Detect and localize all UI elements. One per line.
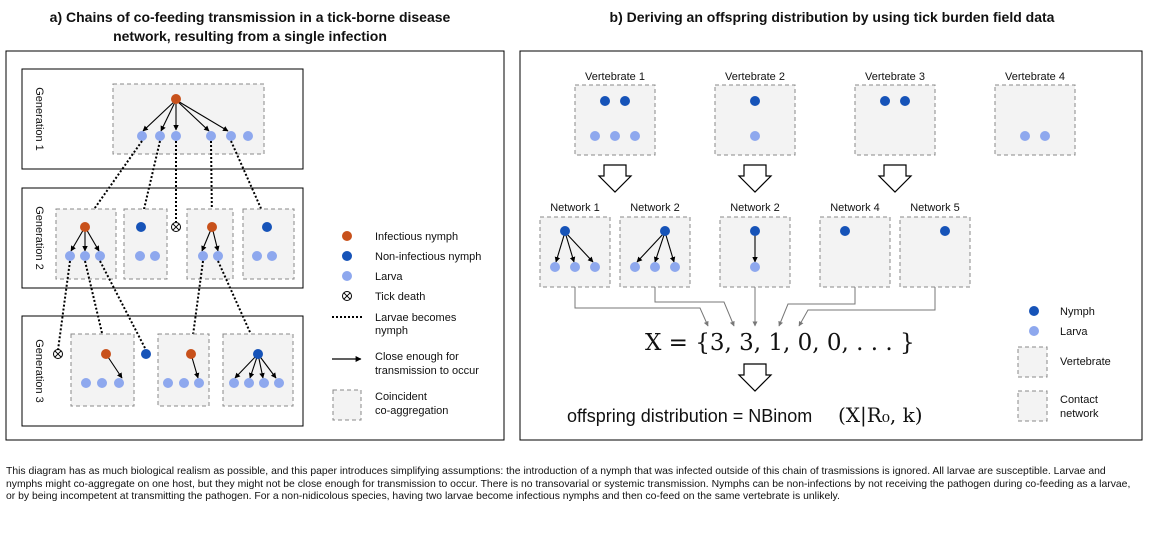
network-box [819, 216, 891, 288]
network-label: Network 1 [550, 202, 600, 214]
gen3-aggregation-box [222, 333, 294, 407]
gen3-non-infectious-nymph [253, 349, 263, 359]
network-box [619, 216, 691, 288]
legend-vertebrate-label: Vertebrate [1060, 356, 1111, 368]
offspring-equation: X = {3, 3, 1, 0, 0, . . . } [645, 330, 915, 356]
gen3-aggregation-box [157, 333, 210, 407]
panel-a-title-line1: a) Chains of co-feeding transmission in … [50, 9, 451, 25]
gen2-infectious-nymph [207, 222, 217, 232]
legend-tick-death-label: Tick death [375, 291, 425, 303]
network-label: Network 2 [630, 202, 680, 214]
legend-infectious-nymph-icon [342, 231, 352, 241]
legend-coincident-icon [332, 389, 362, 421]
panel-a-title-line2: network, resulting from a single infecti… [113, 28, 387, 44]
network-label: Network 5 [910, 202, 960, 214]
gen3-aggregation-box [70, 333, 135, 407]
larva-icon [226, 131, 236, 141]
legend-larva-label: Larva [375, 271, 403, 283]
generation-3-label: Generation 3 [33, 339, 45, 403]
legend-nymph-label: Nymph [1060, 306, 1095, 318]
down-arrow-icon [597, 164, 633, 193]
network-label: Network 2 [730, 202, 780, 214]
legend-infectious-nymph-label: Infectious nymph [375, 231, 458, 243]
legend-coincident-label-2: co-aggregation [375, 405, 448, 417]
legend-vertebrate-icon [1017, 346, 1048, 378]
down-arrow-icon [737, 363, 773, 392]
legend-close-label-1: Close enough for [375, 351, 459, 363]
vertebrate-2-box [714, 84, 796, 156]
gen2-aggregation-box [123, 208, 168, 280]
offspring-distribution-label: offspring distribution = NBinom [567, 406, 812, 426]
legend-non-infectious-nymph-icon [342, 251, 352, 261]
larva-icon [137, 131, 147, 141]
gen2-aggregation-box [186, 208, 234, 280]
down-arrow-icon [877, 164, 913, 193]
vertebrate-1-box [574, 84, 656, 156]
legend-contact-label-2: network [1060, 408, 1099, 420]
legend-tick-death-icon [342, 291, 352, 301]
legend-larvae-become-label-2: nymph [375, 325, 408, 337]
tick-death-icon [53, 349, 63, 359]
larva-icon [155, 131, 165, 141]
larva-icon [206, 131, 216, 141]
vertebrate-2-label: Vertebrate 2 [725, 71, 785, 83]
vertebrate-4-box [994, 84, 1076, 156]
figure-caption: This diagram has as much biological real… [6, 466, 1131, 503]
panel-b-title: b) Deriving an offspring distribution by… [610, 9, 1055, 25]
gen3-non-infectious-nymph [141, 349, 151, 359]
network-box [539, 216, 611, 288]
legend-larva-label-b: Larva [1060, 326, 1088, 338]
legend-larva-icon [342, 271, 352, 281]
network-label: Network 4 [830, 202, 880, 214]
vertebrate-4-label: Vertebrate 4 [1005, 71, 1065, 83]
legend-contact-network-icon [1017, 390, 1048, 422]
vertebrate-3-box [854, 84, 936, 156]
legend-close-label-2: transmission to occur [375, 365, 479, 377]
legend-contact-label-1: Contact [1060, 394, 1098, 406]
legend-nymph-icon [1029, 306, 1039, 316]
larva-icon [243, 131, 253, 141]
down-arrow-icon [737, 164, 773, 193]
gen1-infectious-nymph [171, 94, 181, 104]
legend-coincident-label-1: Coincident [375, 391, 427, 403]
legend-non-infectious-nymph-label: Non-infectious nymph [375, 251, 481, 263]
gen1-aggregation-box [112, 83, 265, 155]
gen2-non-infectious-nymph [136, 222, 146, 232]
legend-larva-icon [1029, 326, 1039, 336]
legend-larvae-become-label-1: Larvae becomes [375, 312, 457, 324]
vertebrate-1-label: Vertebrate 1 [585, 71, 645, 83]
tick-death-icon [171, 222, 181, 232]
generation-1-label: Generation 1 [33, 87, 45, 151]
gen2-non-infectious-nymph [262, 222, 272, 232]
gen3-infectious-nymph [186, 349, 196, 359]
gen2-infectious-nymph [80, 222, 90, 232]
offspring-distribution-args: (X|R₀, k) [838, 403, 923, 428]
gen2-aggregation-box [55, 208, 117, 280]
vertebrate-3-label: Vertebrate 3 [865, 71, 925, 83]
generation-2-label: Generation 2 [33, 206, 45, 270]
larva-icon [171, 131, 181, 141]
gen3-infectious-nymph [101, 349, 111, 359]
gen2-aggregation-box [242, 208, 295, 280]
network-box [899, 216, 971, 288]
